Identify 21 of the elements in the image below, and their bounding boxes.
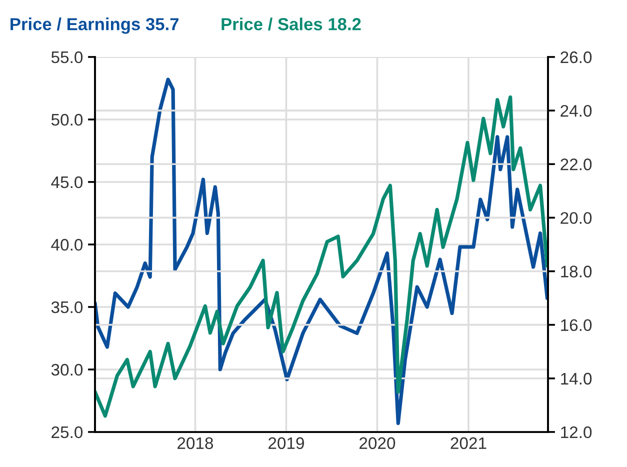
y-tick-label: 35.0 (51, 301, 83, 314)
y-tick-label: 30.0 (51, 364, 83, 376)
y-tick-label: 45.0 (51, 176, 83, 188)
y-tick-label: 25.0 (52, 426, 83, 438)
y2-tick-label: 24.0 (560, 104, 592, 117)
y2-tick-label: 14.0 (561, 372, 592, 385)
y2-tick-label: 12.0 (561, 426, 592, 438)
x-tick-label: 2019 (268, 437, 304, 450)
y2-tick-label: 20.0 (560, 212, 592, 224)
x-tick-label: 2020 (360, 437, 396, 450)
y-tick-label: 50.0 (51, 114, 83, 126)
text: Price / Earnings 35.7 (10, 18, 178, 34)
y2-tick-label: 16.0 (561, 319, 592, 332)
x-tick-label: 2021 (450, 437, 486, 450)
text: Price / Sales 18.2 (222, 18, 361, 31)
y2-tick-label: 22.0 (560, 158, 592, 170)
y2-tick-label: 18.0 (561, 266, 592, 278)
x-tick-label: 2018 (178, 437, 214, 450)
y2-tick-label: 26.0 (560, 51, 592, 64)
y-tick-label: 55.0 (51, 51, 83, 64)
y-tick-label: 40.0 (51, 238, 83, 251)
